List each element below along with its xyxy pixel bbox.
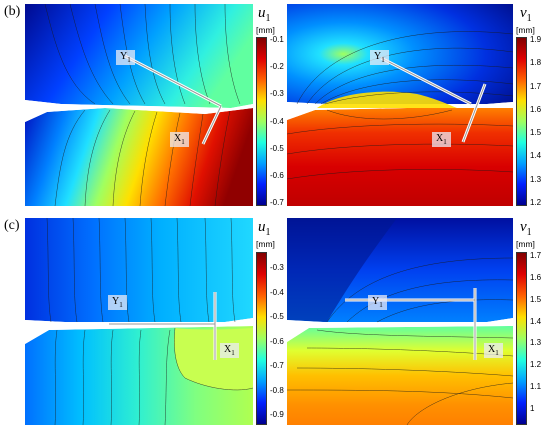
colorbar-tick-label: 1.5 xyxy=(530,128,542,138)
variable-sub: 1 xyxy=(526,227,532,238)
colorbar-ticks-c1: -0.3 -0.4 -0.5 -0.6 -0.7 -0.8 -0.9 xyxy=(270,264,292,419)
colorbar-tick-label: 1.9 xyxy=(530,35,542,44)
variable-sub: 1 xyxy=(265,227,271,238)
axis-label-y1-c1: Y1 xyxy=(108,295,127,310)
colorbar-c1 xyxy=(256,252,267,425)
axis-x-sub: 1 xyxy=(443,138,447,146)
colorbar-tick-label: 1 xyxy=(530,404,535,413)
colorbar-tick-label: -0.1 xyxy=(270,35,284,44)
row-label-b: (b) xyxy=(4,4,21,19)
axis-x-sub: 1 xyxy=(231,349,235,357)
colorbar-tick-label: -0.3 xyxy=(270,89,284,99)
contour-plot-b-u1 xyxy=(25,4,253,206)
colorbar-tick-label: 1.3 xyxy=(530,174,542,184)
colorbar-ticks-b2: 1.9 1.8 1.7 1.6 1.5 1.4 1.3 1.2 xyxy=(530,36,550,207)
colorbar-tick-label: 1.3 xyxy=(530,338,542,348)
row-label-c: (c) xyxy=(4,218,20,233)
variable-symbol: v xyxy=(520,219,527,235)
colorbar-b2 xyxy=(516,37,527,206)
colorbar-tick-label: 1.6 xyxy=(530,104,542,114)
colorbar-tick-label: 1.6 xyxy=(530,272,542,282)
axis-label-y1-b2: Y1 xyxy=(370,50,389,65)
colorbar-tick-label: 1.1 xyxy=(530,382,542,392)
colorbar-tick-label: -0.5 xyxy=(270,312,284,321)
colorbar-tick-label: -0.7 xyxy=(270,198,284,207)
colorbar-tick-label: -0.3 xyxy=(270,263,284,272)
axis-y-text: Y xyxy=(120,51,128,62)
colorbar-tick-label: 1.7 xyxy=(530,251,542,260)
axis-x-text: X xyxy=(174,133,182,144)
axis-y-sub: 1 xyxy=(119,301,123,309)
axis-x-sub: 1 xyxy=(495,349,499,357)
colorbar-tick-label: 1.4 xyxy=(530,316,542,326)
unit-label-c2: [mm] xyxy=(516,239,535,249)
contour-plot-c-v1 xyxy=(287,218,513,425)
axis-y-sub: 1 xyxy=(127,56,131,64)
axis-x-sub: 1 xyxy=(181,138,185,146)
axis-y-text: Y xyxy=(112,296,120,307)
colorbar-tick-label: -0.5 xyxy=(270,143,284,153)
unit-label-b1: [mm] xyxy=(256,25,275,35)
colorbar-ticks-b1: -0.1 -0.2 -0.3 -0.4 -0.5 -0.6 -0.7 xyxy=(270,36,292,207)
variable-sub: 1 xyxy=(526,13,532,24)
axis-label-y1-b1: Y1 xyxy=(116,50,135,65)
axis-label-x1-b2: X1 xyxy=(432,132,451,147)
colorbar-tick-label: 1.2 xyxy=(530,360,542,370)
colorbar-tick-label: -0.4 xyxy=(270,287,284,297)
colorbar-tick-label: -0.7 xyxy=(270,361,284,370)
axis-label-y1-c2: Y1 xyxy=(368,295,387,310)
colorbar-tick-label: -0.8 xyxy=(270,385,284,395)
axis-label-x1-b1: X1 xyxy=(170,132,189,147)
colorbar-b1 xyxy=(256,37,267,206)
colorbar-c2 xyxy=(516,252,527,425)
variable-label-c1: u1 xyxy=(258,219,271,238)
axis-y-text: Y xyxy=(372,296,380,307)
axis-y-sub: 1 xyxy=(381,56,385,64)
colorbar-tick-label: -0.9 xyxy=(270,410,284,419)
axis-label-x1-c2: X1 xyxy=(484,343,503,358)
contour-plot-b-v1 xyxy=(287,4,513,206)
colorbar-tick-label: 1.5 xyxy=(530,294,542,304)
axis-x-text: X xyxy=(436,133,444,144)
variable-label-b1: u1 xyxy=(258,5,271,24)
axis-y-sub: 1 xyxy=(379,301,383,309)
colorbar-tick-label: 1.2 xyxy=(530,198,542,207)
axis-x-text: X xyxy=(488,344,496,355)
colorbar-tick-label: -0.6 xyxy=(270,170,284,180)
colorbar-ticks-c2: 1.7 1.6 1.5 1.4 1.3 1.2 1.1 1 xyxy=(530,252,550,413)
variable-sub: 1 xyxy=(265,13,271,24)
contour-plot-c-u1 xyxy=(25,218,253,425)
unit-label-c1: [mm] xyxy=(256,239,275,249)
colorbar-tick-label: 1.7 xyxy=(530,81,542,91)
colorbar-tick-label: -0.4 xyxy=(270,116,284,126)
colorbar-tick-label: -0.2 xyxy=(270,62,284,72)
colorbar-tick-label: 1.8 xyxy=(530,58,542,68)
unit-label-b2: [mm] xyxy=(516,25,535,35)
colorbar-tick-label: 1.4 xyxy=(530,151,542,161)
axis-x-text: X xyxy=(224,344,232,355)
variable-label-c2: v1 xyxy=(520,219,532,238)
variable-symbol: v xyxy=(520,5,527,21)
variable-symbol: u xyxy=(258,219,266,235)
variable-label-b2: v1 xyxy=(520,5,532,24)
variable-symbol: u xyxy=(258,5,266,21)
axis-label-x1-c1: X1 xyxy=(220,343,239,358)
axis-y-text: Y xyxy=(374,51,382,62)
colorbar-tick-label: -0.6 xyxy=(270,336,284,346)
